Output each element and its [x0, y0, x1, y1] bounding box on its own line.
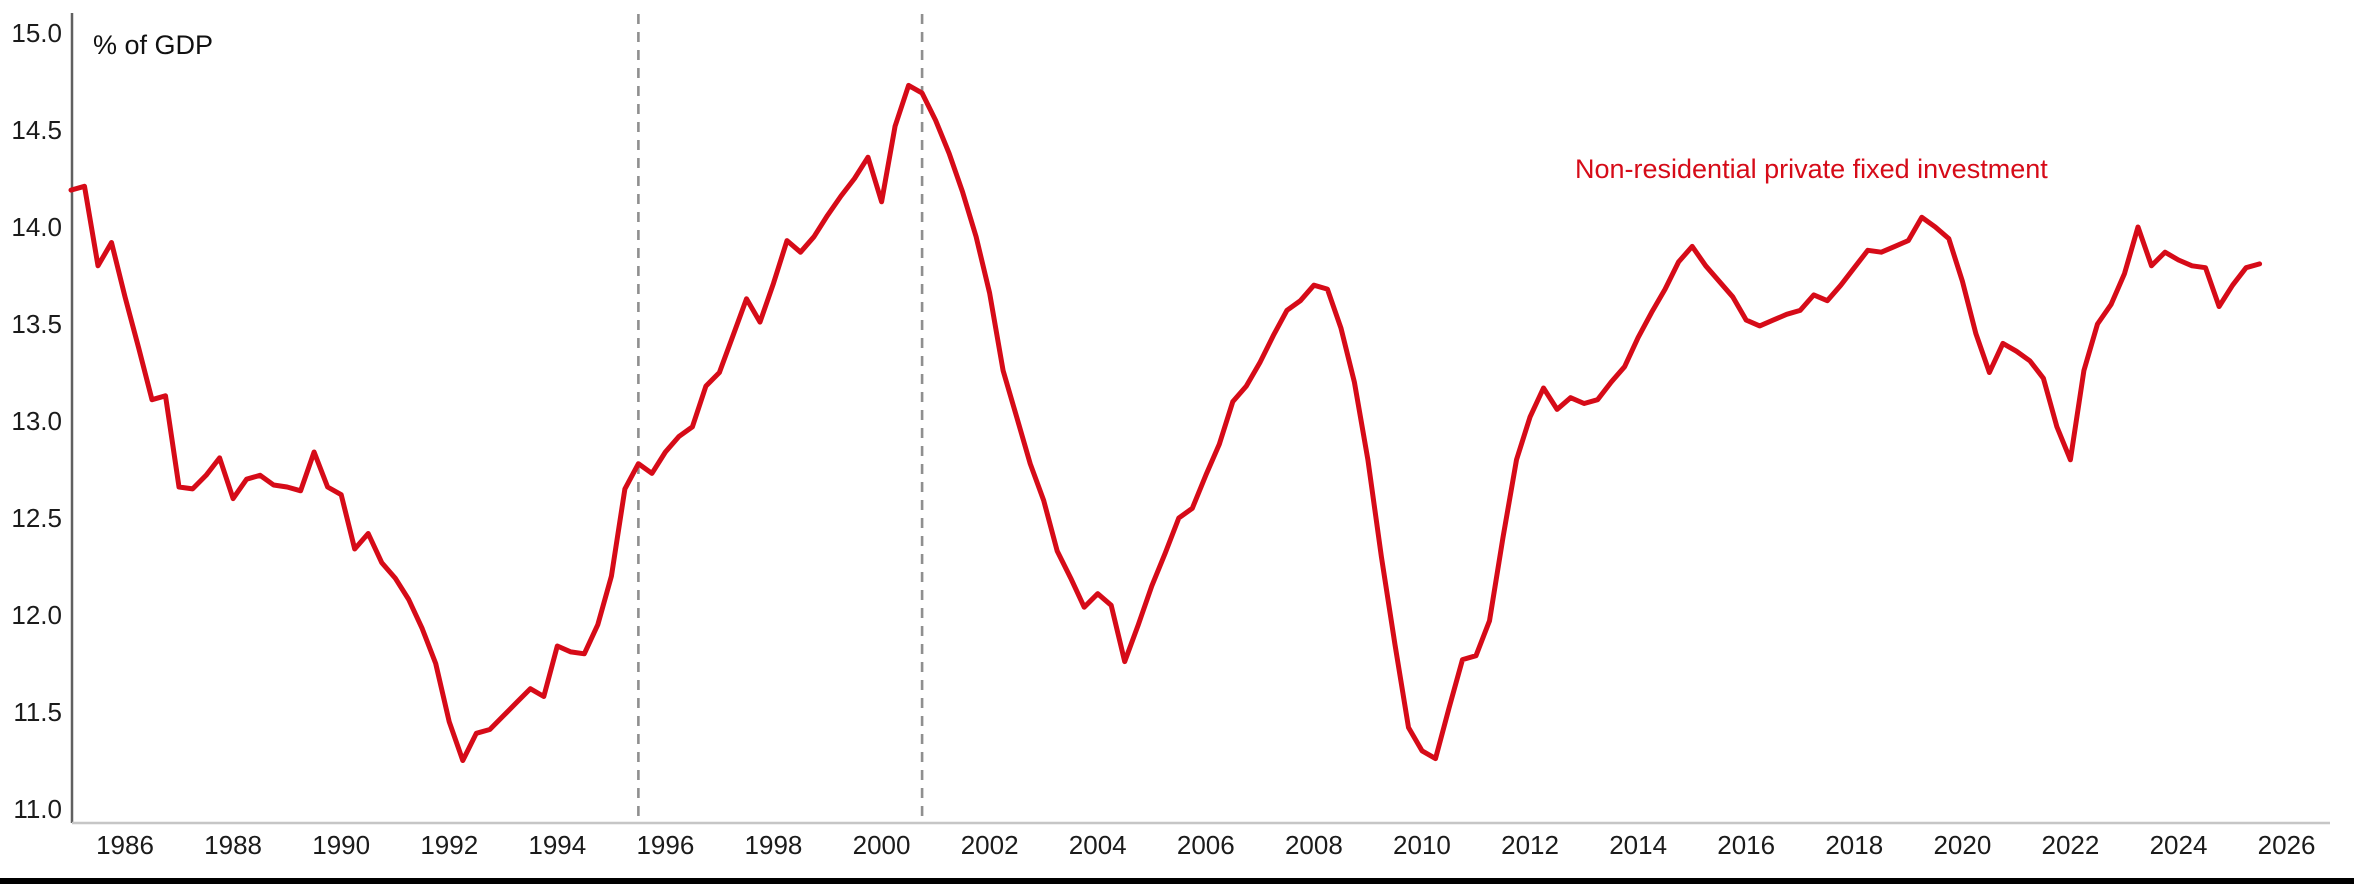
y-axis-tick-labels: 15.0 14.5 14.0 13.5 13.0 12.5 12.0 11.5 11.0 — [11, 18, 62, 824]
x-tick-label: 2018 — [1825, 830, 1883, 860]
x-tick-label: 2002 — [961, 830, 1019, 860]
series-legend-label: Non-residential private fixed investment — [1575, 154, 2048, 184]
x-tick-label: 2008 — [1285, 830, 1343, 860]
x-tick-label: 1994 — [528, 830, 586, 860]
x-tick-label: 2012 — [1501, 830, 1559, 860]
y-tick-label: 12.5 — [11, 503, 62, 533]
dashed-marker-lines — [637, 14, 924, 823]
x-tick-label: 1996 — [636, 830, 694, 860]
x-tick-label: 1988 — [204, 830, 262, 860]
x-tick-label: 1986 — [96, 830, 154, 860]
x-tick-label: 1998 — [745, 830, 803, 860]
x-tick-label: 2014 — [1609, 830, 1667, 860]
x-tick-label: 2010 — [1393, 830, 1451, 860]
y-tick-label: 14.0 — [11, 212, 62, 242]
x-tick-label: 2020 — [1933, 830, 1991, 860]
y-axis-unit-label: % of GDP — [93, 30, 213, 60]
y-tick-label: 13.0 — [11, 406, 62, 436]
x-tick-label: 1992 — [420, 830, 478, 860]
x-tick-label: 2004 — [1069, 830, 1127, 860]
bottom-divider-rule — [0, 878, 2354, 884]
y-tick-label: 13.5 — [11, 309, 62, 339]
x-axis-tick-labels: 1986 1988 1990 1992 1994 1996 1998 2000 2002 2004… — [96, 830, 2315, 860]
investment-series-line — [68, 82, 2263, 763]
x-tick-label: 2024 — [2150, 830, 2208, 860]
x-tick-label: 2022 — [2042, 830, 2100, 860]
x-tick-label: 2006 — [1177, 830, 1235, 860]
y-tick-label: 11.5 — [13, 697, 62, 727]
y-tick-label: 15.0 — [11, 18, 62, 48]
x-tick-label: 2026 — [2258, 830, 2316, 860]
y-tick-label: 11.0 — [13, 794, 62, 824]
x-tick-label: 2016 — [1717, 830, 1775, 860]
y-tick-label: 12.0 — [11, 600, 62, 630]
x-tick-label: 2000 — [853, 830, 911, 860]
y-tick-label: 14.5 — [11, 115, 62, 145]
x-tick-label: 1990 — [312, 830, 370, 860]
